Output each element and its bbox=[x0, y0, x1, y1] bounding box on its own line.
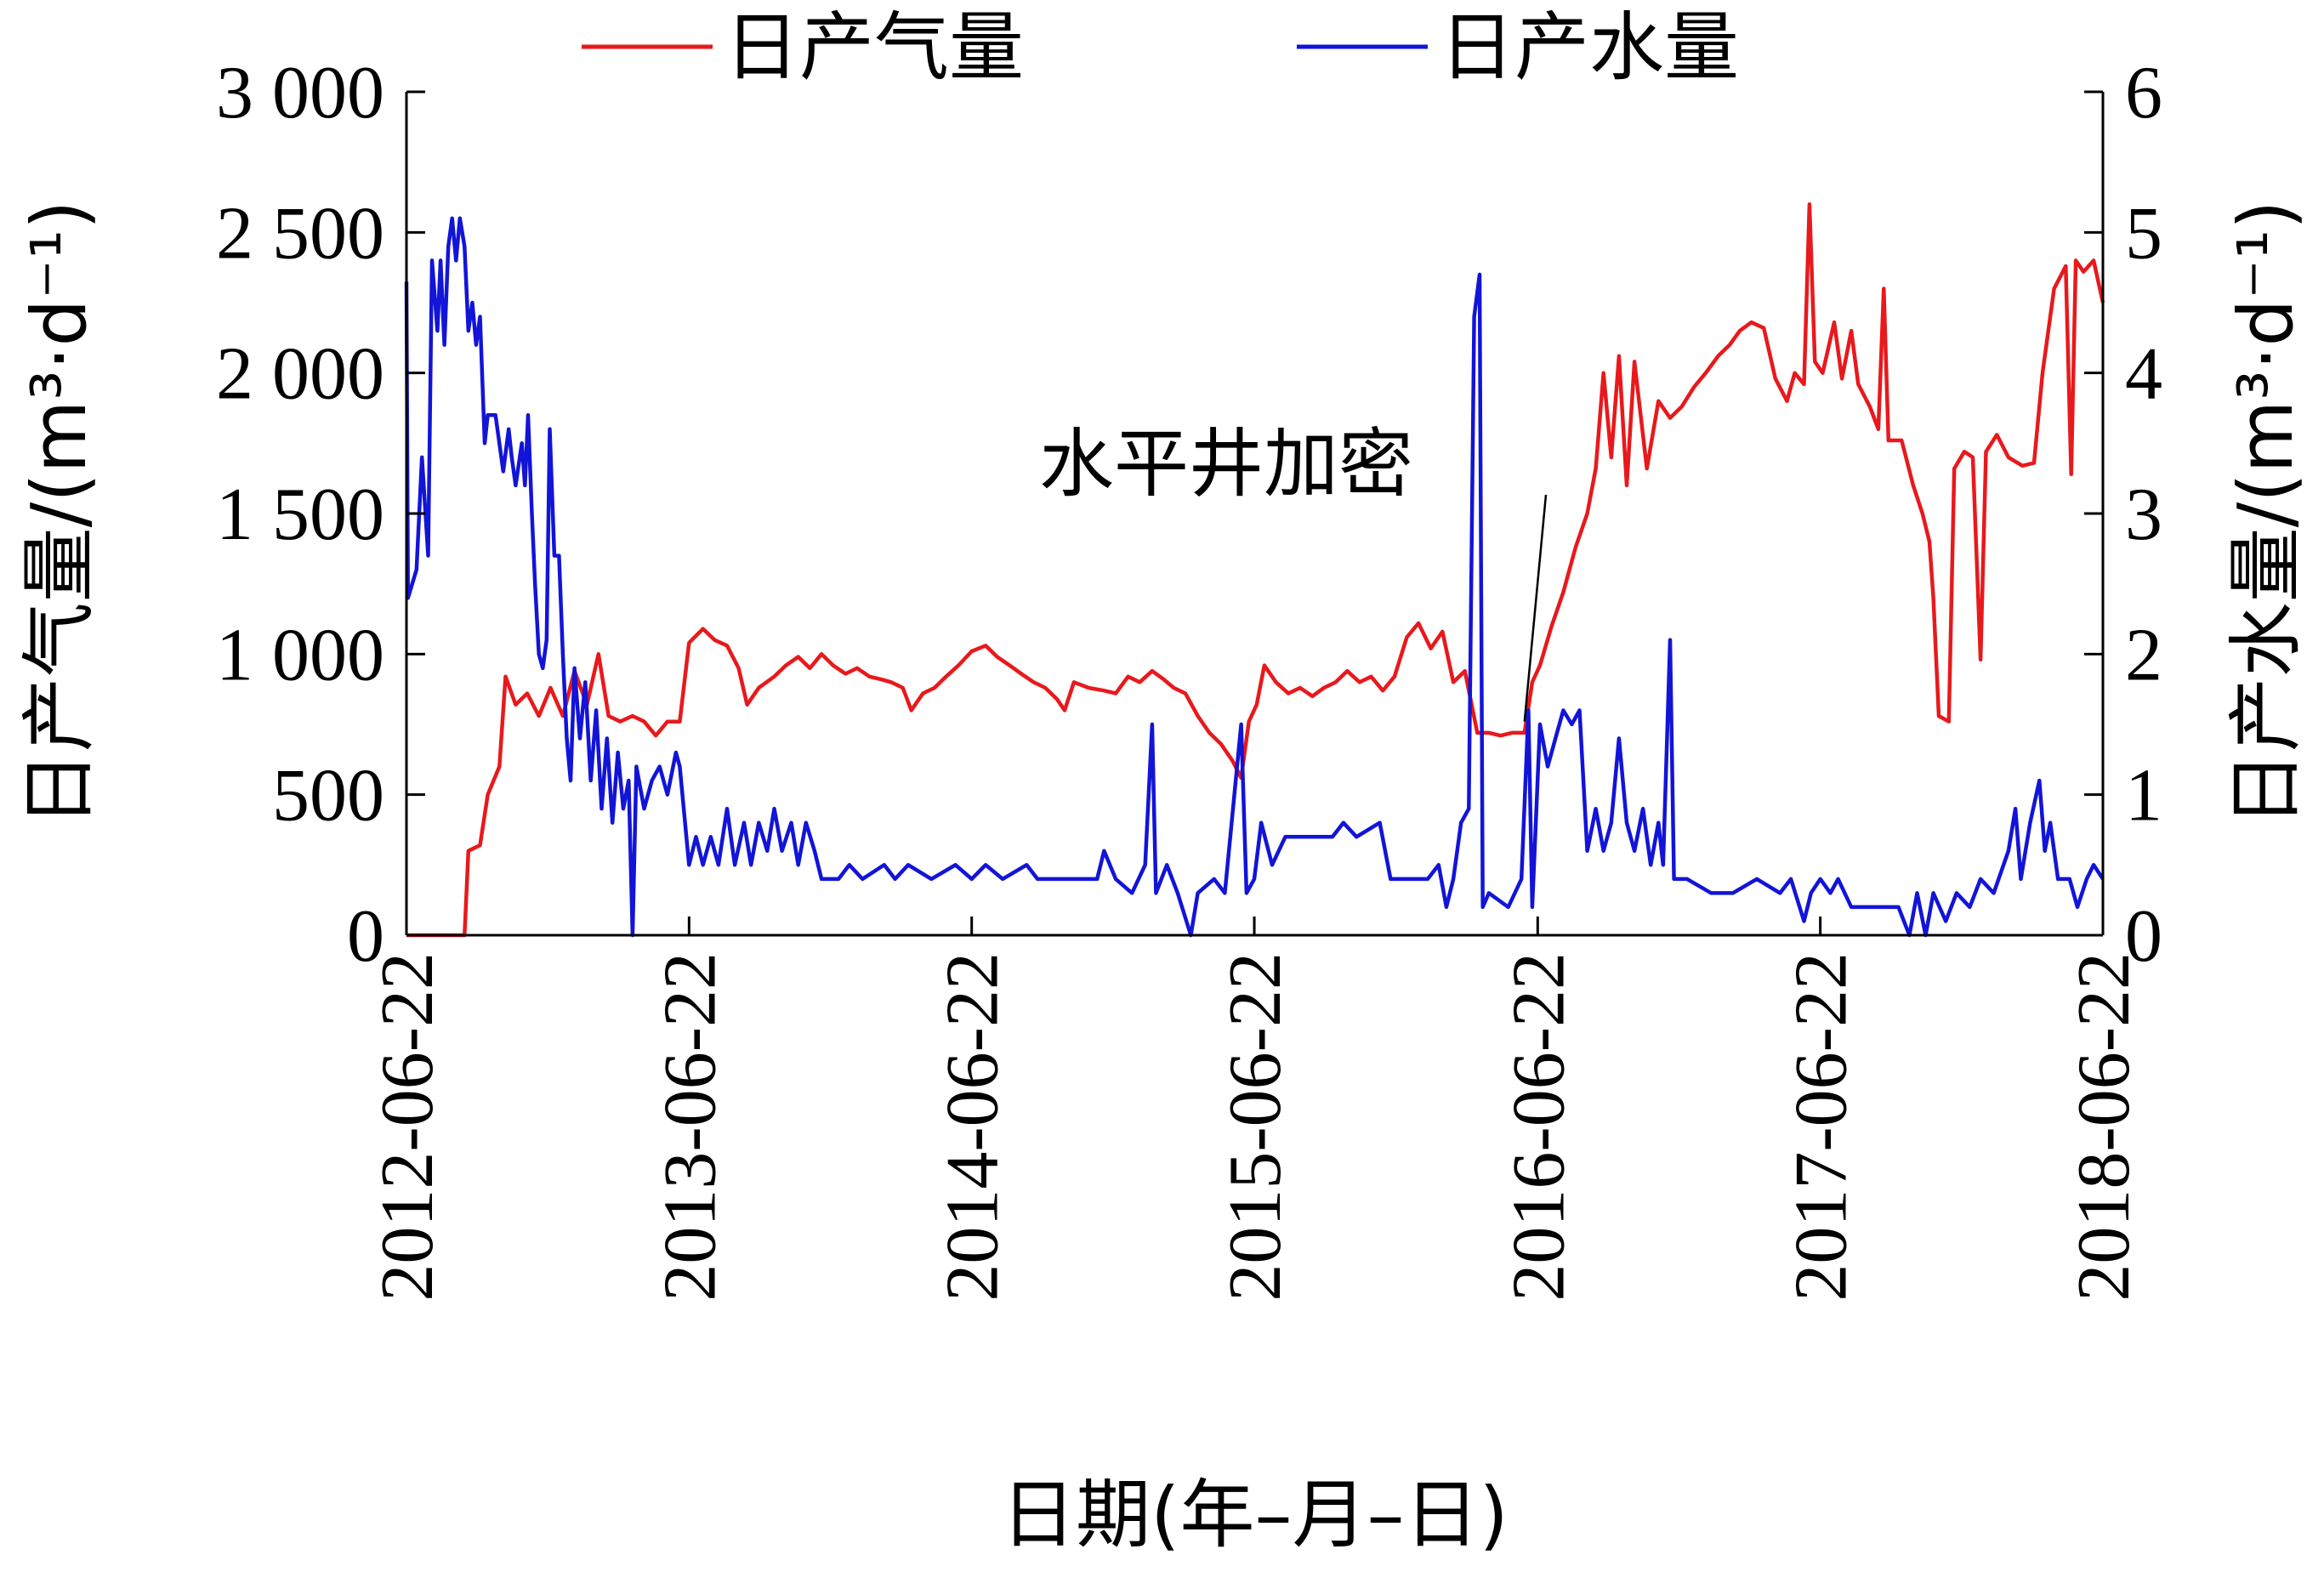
x-tick-label: 2017-06-22 bbox=[1781, 952, 1863, 1302]
left-y-tick-label: 1 000 bbox=[216, 614, 384, 696]
right-y-tick-label: 6 bbox=[2125, 52, 2162, 134]
legend-label-water: 日产水量 bbox=[1440, 3, 1739, 91]
axis-titles: 日期(年–月–日) 日产气量/(m³·d⁻¹) 日产水量/(m³·d⁻¹) bbox=[15, 201, 2310, 1558]
right-axis-title: 日产水量/(m³·d⁻¹) bbox=[2222, 201, 2310, 827]
x-tick-label: 2016-06-22 bbox=[1497, 952, 1580, 1302]
legend-label-gas: 日产气量 bbox=[724, 3, 1024, 91]
left-y-tick-label: 2 000 bbox=[216, 333, 384, 416]
right-y-tick-label: 2 bbox=[2125, 614, 2162, 696]
left-y-tick-label: 500 bbox=[272, 755, 384, 837]
annotation-label: 水平井加密 bbox=[1039, 420, 1413, 508]
right-y-tick-label: 4 bbox=[2125, 333, 2162, 416]
left-y-tick-label: 3 000 bbox=[216, 52, 384, 134]
series-layer bbox=[404, 202, 2105, 938]
x-tick-label: 2013-06-22 bbox=[649, 952, 731, 1302]
right-y-tick-label: 1 bbox=[2125, 755, 2162, 837]
x-axis-title: 日期(年–月–日) bbox=[1001, 1471, 1509, 1558]
annotation-leader-line bbox=[1523, 494, 1548, 722]
right-y-tick-label: 5 bbox=[2125, 192, 2162, 275]
left-y-tick-label: 0 bbox=[347, 895, 384, 978]
x-tick-label: 2018-06-22 bbox=[2063, 952, 2145, 1302]
right-y-tick-label: 0 bbox=[2125, 895, 2162, 978]
x-tick-label: 2015-06-22 bbox=[1214, 952, 1297, 1302]
legend: 日产气量 日产水量 bbox=[582, 3, 1739, 91]
left-y-tick-label: 1 500 bbox=[216, 474, 384, 556]
series-line-gas bbox=[406, 202, 2105, 938]
right-y-tick-label: 3 bbox=[2125, 474, 2162, 556]
axes-layer: 0 500 1 000 1 500 2 000 2 500 3 000 0 1 2 3 4 5 6 2012… bbox=[216, 52, 2162, 1302]
left-axis-title: 日产气量/(m³·d⁻¹) bbox=[15, 201, 103, 827]
annotation-layer: 水平井加密 bbox=[1039, 420, 1548, 722]
series-line-water bbox=[404, 216, 2105, 938]
left-y-tick-label: 2 500 bbox=[216, 192, 384, 275]
x-tick-label: 2014-06-22 bbox=[932, 952, 1014, 1302]
x-tick-label: 2012-06-22 bbox=[366, 952, 449, 1302]
